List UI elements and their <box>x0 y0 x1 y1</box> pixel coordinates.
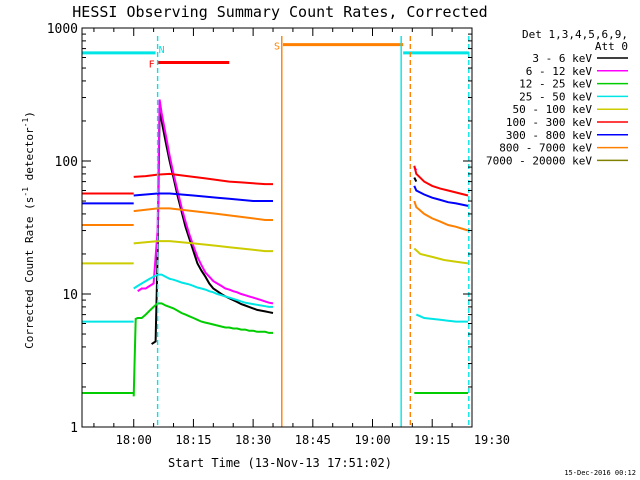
chart-title: HESSI Observing Summary Count Rates, Cor… <box>72 3 487 21</box>
y-tick-label-2: 100 <box>55 155 78 170</box>
series-line-7-seg-2 <box>413 200 469 232</box>
observing-bar-label-4: S <box>274 42 280 53</box>
x-tick-label-3: 18:45 <box>295 433 331 447</box>
x-axis-label: Start Time (13-Nov-13 17:51:02) <box>168 456 392 470</box>
series-line-1-seg-0 <box>137 99 274 305</box>
legend-entry-label-1: 6 - 12 keV <box>526 65 593 78</box>
legend-entry-label-3: 25 - 50 keV <box>519 90 592 103</box>
legend-entry-label-6: 300 - 800 keV <box>506 129 592 142</box>
plot-frame <box>81 27 473 428</box>
y-tick-label-0: 1 <box>70 421 78 436</box>
series-line-6-seg-1 <box>133 192 273 202</box>
series-line-6-seg-2 <box>413 185 469 207</box>
x-tick-label-5: 19:15 <box>414 433 450 447</box>
x-tick-label-6: 19:30 <box>474 433 510 447</box>
legend-entry-label-7: 800 - 7000 keV <box>499 142 592 155</box>
legend-header-attenuator: Att 0 <box>595 40 628 53</box>
series-line-3-seg-1 <box>133 273 273 308</box>
x-tick-label-1: 18:15 <box>175 433 211 447</box>
observing-bar-label-3: F <box>149 60 155 71</box>
legend-entry-label-0: 3 - 6 keV <box>532 52 592 65</box>
series-line-4-seg-1 <box>133 240 273 253</box>
footer-date: 15-Dec-2016 00:12 <box>564 469 636 477</box>
vertical-markers <box>156 36 470 427</box>
legend-entry-label-5: 100 - 300 keV <box>506 116 592 129</box>
observing-bars: NF S <box>82 42 469 71</box>
legend-entry-label-2: 12 - 25 keV <box>519 78 592 91</box>
x-tick-label-0: 18:00 <box>116 433 152 447</box>
y-tick-label-1: 10 <box>62 288 78 303</box>
legend-entry-label-8: 7000 - 20000 keV <box>486 154 592 167</box>
x-tick-label-4: 19:00 <box>354 433 390 447</box>
legend-header-detectors: Det 1,3,4,5,6,9, <box>522 28 628 41</box>
series-line-3-seg-2 <box>415 313 468 323</box>
series-layer <box>82 99 469 397</box>
series-line-0-seg-1 <box>413 177 418 183</box>
y-axis-label: Corrected Count Rate (s-1 detector-1) <box>21 111 36 349</box>
series-line-0-seg-0 <box>151 107 274 345</box>
series-line-4-seg-2 <box>413 247 469 265</box>
observing-bar-label-1: N <box>159 45 165 56</box>
axes: 18:00 18:15 18:30 18:45 19:00 19:15 19:30 1 10 10… <box>47 22 510 447</box>
series-line-2-seg-1 <box>132 302 273 397</box>
y-tick-label-3: 1000 <box>47 22 78 37</box>
series-line-5-seg-2 <box>413 165 469 197</box>
legend-entry-label-4: 50 - 100 keV <box>513 103 593 116</box>
x-tick-label-2: 18:30 <box>235 433 271 447</box>
